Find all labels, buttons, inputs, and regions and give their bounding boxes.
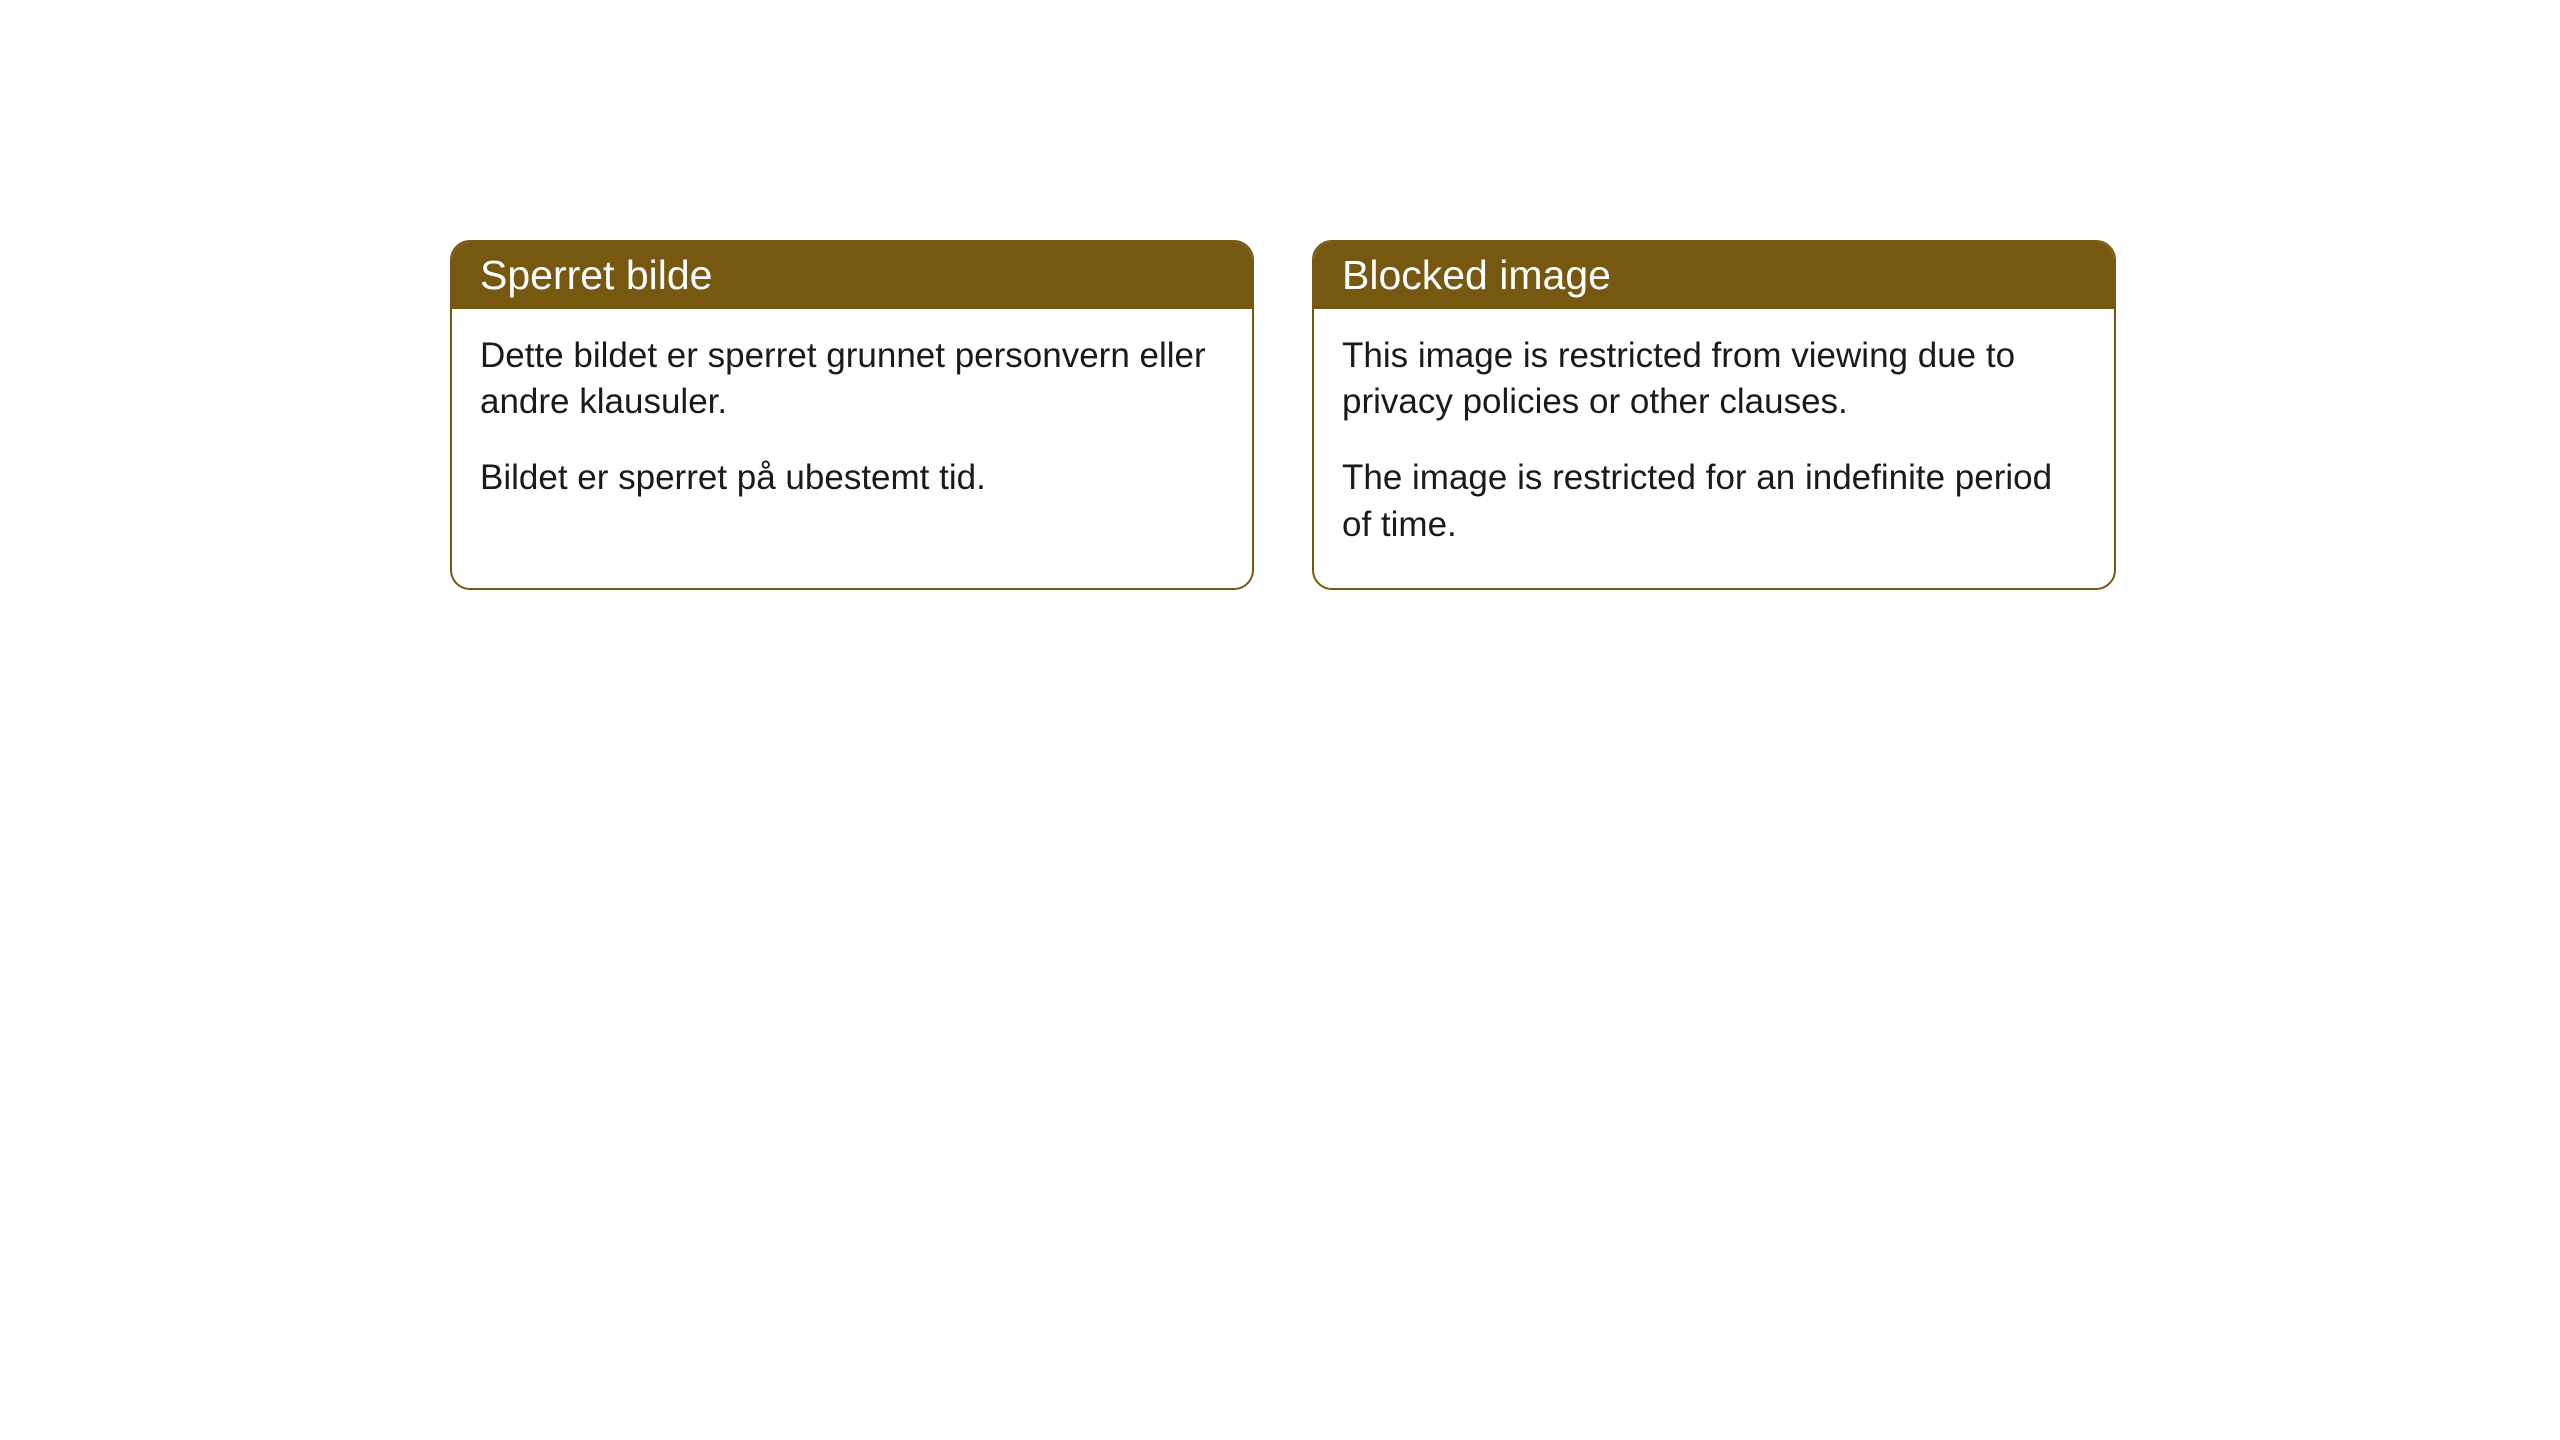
panel-body-norwegian: Dette bildet er sperret grunnet personve… [452,309,1252,542]
panel-english: Blocked image This image is restricted f… [1312,240,2116,590]
panels-container: Sperret bilde Dette bildet er sperret gr… [450,240,2116,590]
panel-body-english: This image is restricted from viewing du… [1314,309,2114,588]
panel-text-english-1: This image is restricted from viewing du… [1342,333,2086,425]
panel-text-norwegian-2: Bildet er sperret på ubestemt tid. [480,455,1224,501]
panel-norwegian: Sperret bilde Dette bildet er sperret gr… [450,240,1254,590]
panel-text-english-2: The image is restricted for an indefinit… [1342,455,2086,547]
panel-header-norwegian: Sperret bilde [452,242,1252,309]
panel-text-norwegian-1: Dette bildet er sperret grunnet personve… [480,333,1224,425]
panel-header-english: Blocked image [1314,242,2114,309]
